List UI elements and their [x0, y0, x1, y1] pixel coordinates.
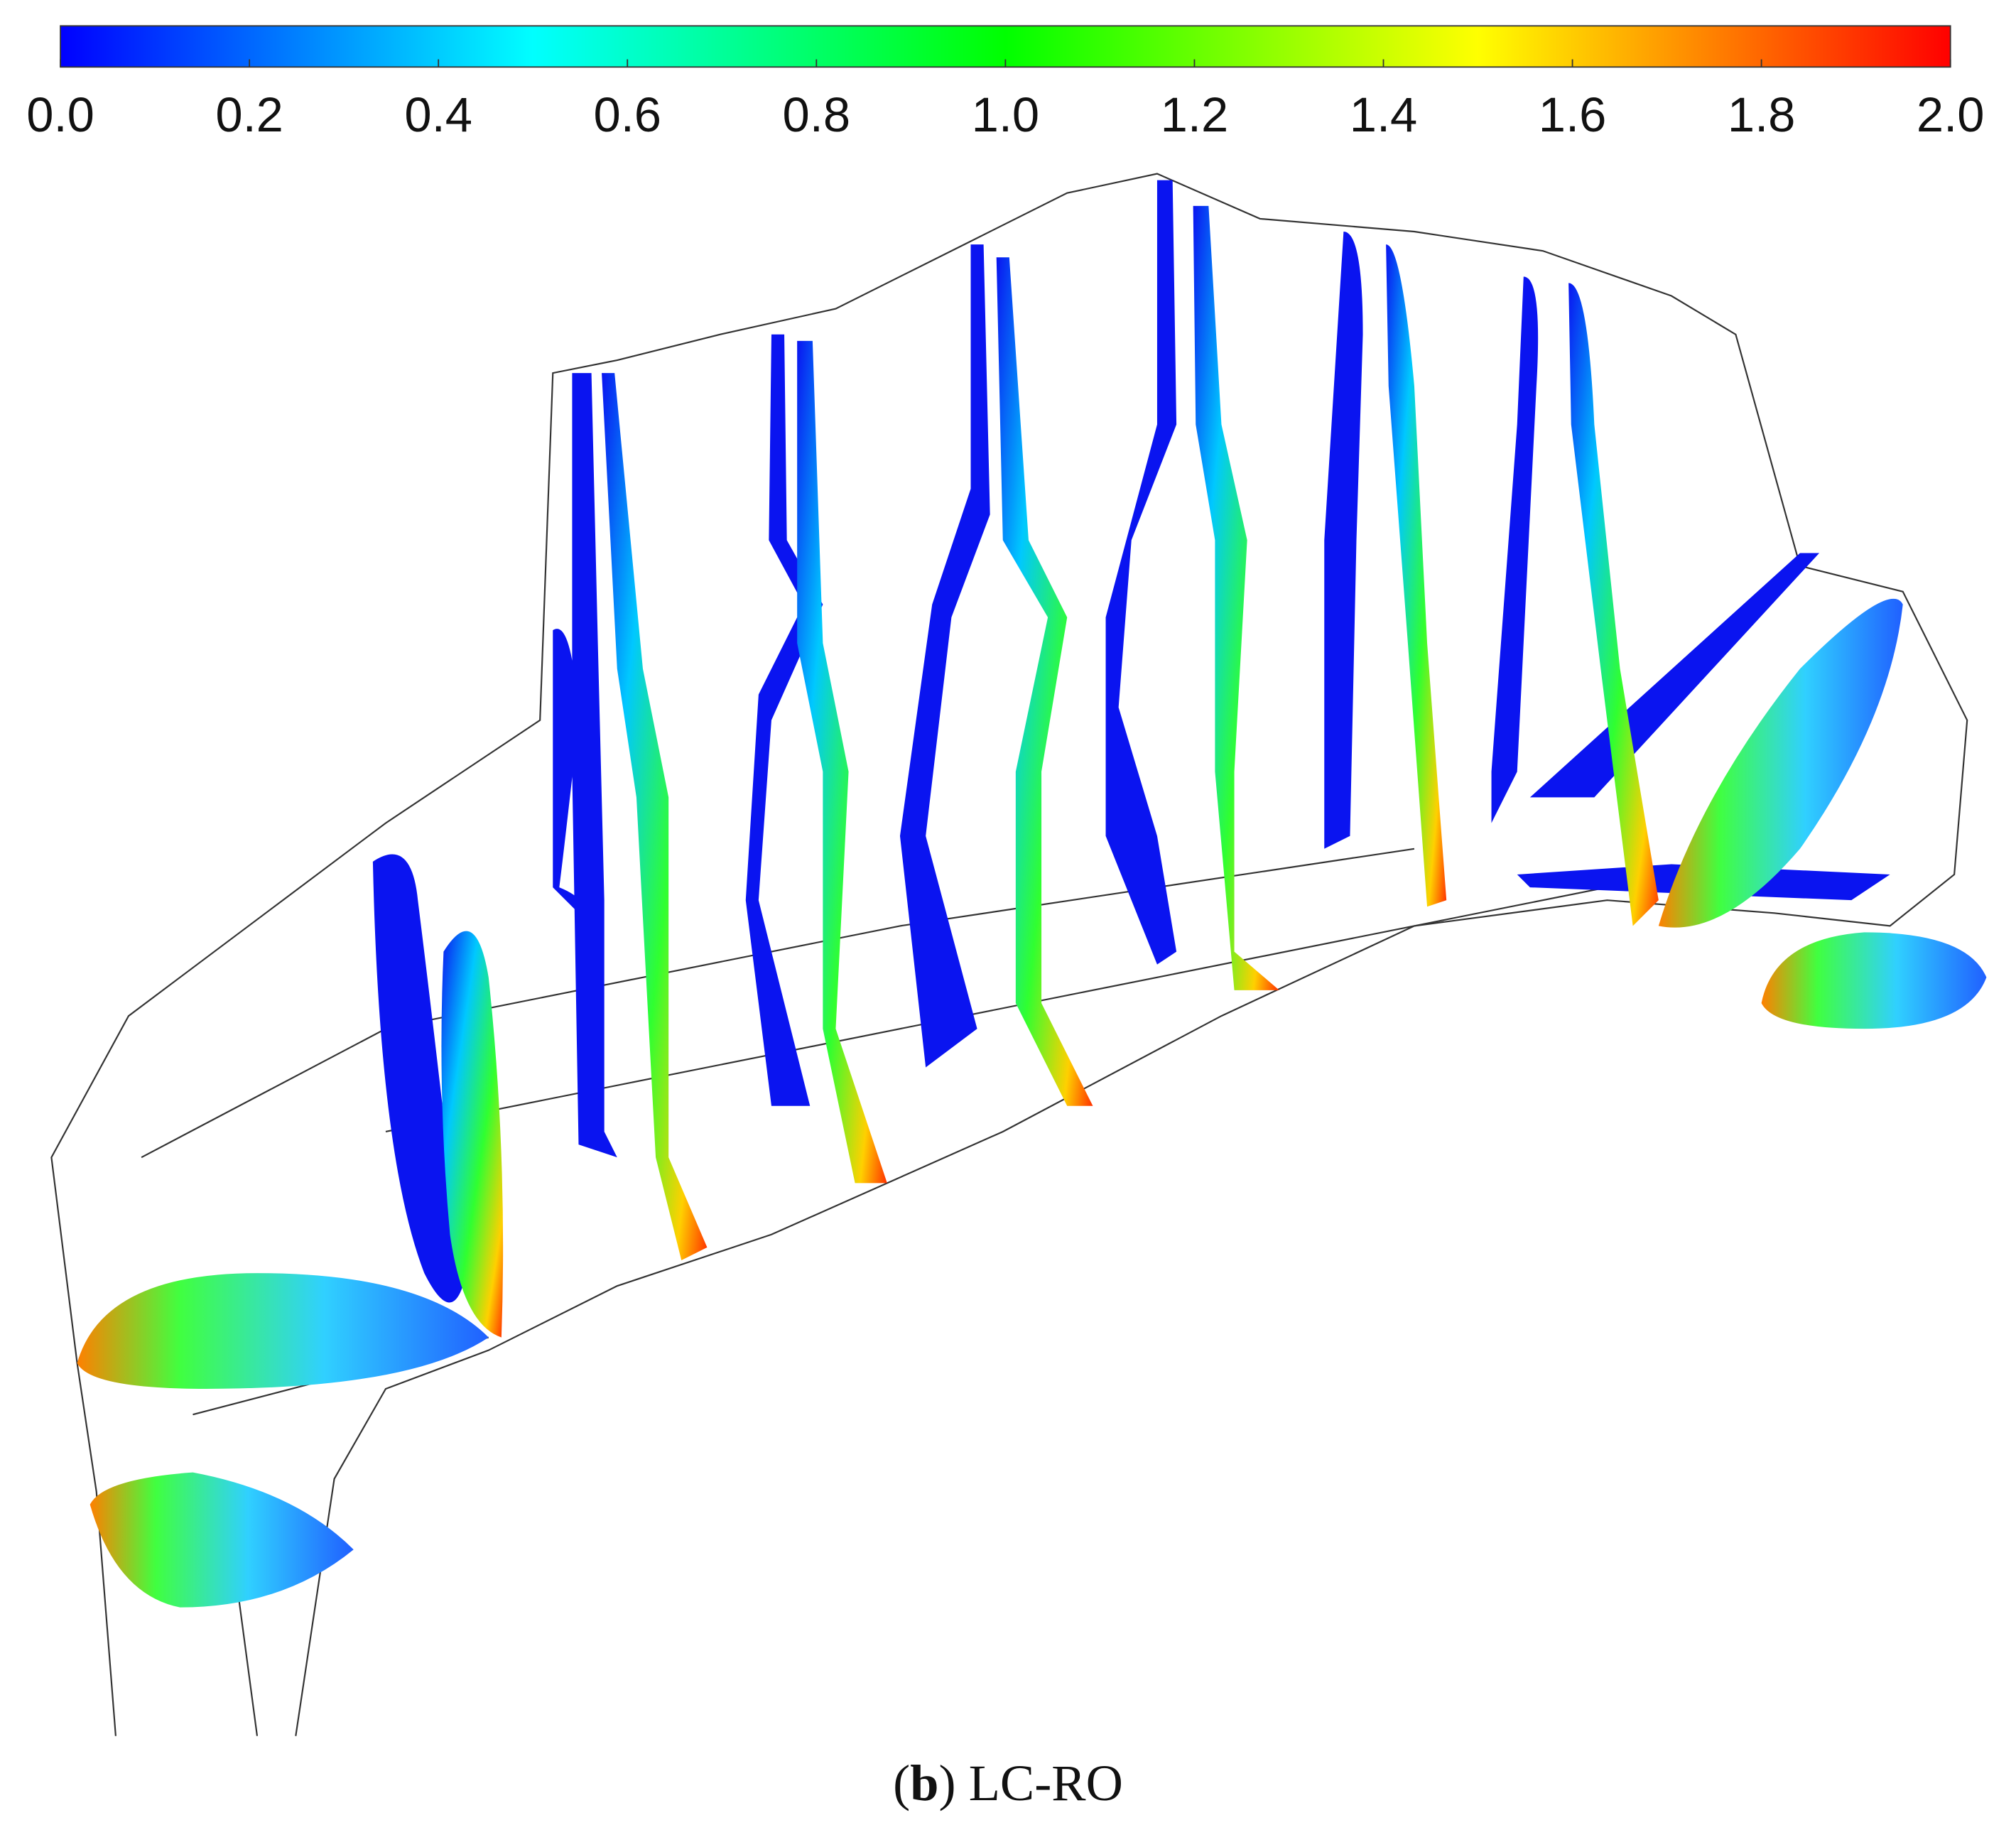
- tick-label: 1.4: [1350, 87, 1418, 142]
- tick-label: 1.0: [972, 87, 1040, 142]
- tick-label: 1.8: [1728, 87, 1796, 142]
- tick-label: 0.4: [404, 87, 472, 142]
- caption-label: b: [910, 1754, 938, 1812]
- caption-text: ) LC-RO: [939, 1754, 1123, 1812]
- tick-label: 0.8: [783, 87, 851, 142]
- caption-open: (: [893, 1754, 910, 1812]
- tick-label: 0.0: [26, 87, 94, 142]
- tick-label: 1.6: [1539, 87, 1607, 142]
- tick-label: 2.0: [1917, 87, 1985, 142]
- tick-label: 0.6: [593, 87, 661, 142]
- tick-label: 0.2: [215, 87, 283, 142]
- caption: (b) LC-RO: [893, 1754, 1123, 1812]
- tick-label: 1.2: [1161, 87, 1229, 142]
- geometry: [50, 173, 1987, 1736]
